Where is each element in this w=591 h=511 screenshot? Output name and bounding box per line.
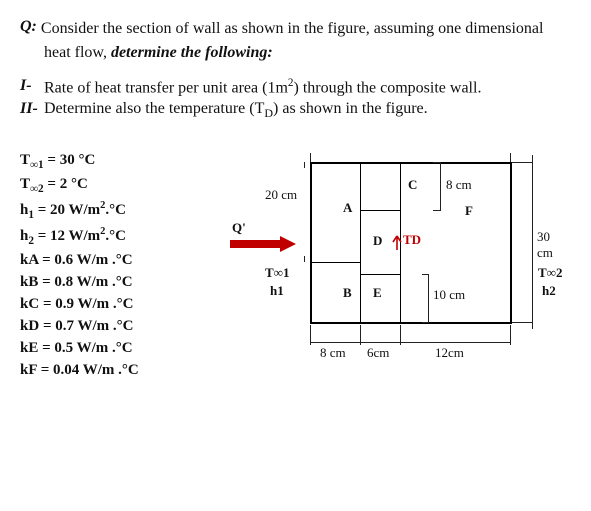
dim-bottom-F: 12cm [435,345,464,361]
outer-left-edge [310,162,312,322]
div-C-D [360,210,400,211]
param-kC: kC = 0.9 W/m .°C [20,296,210,313]
label-F: F [465,203,473,219]
task-1-text: Rate of heat transfer per unit area (1m2… [44,77,481,97]
param-kB: kB = 0.8 W/m .°C [20,274,210,291]
task-1-num: I- [20,77,44,97]
div-A-B [310,262,360,263]
div-A-right [360,162,361,322]
task-1: I- Rate of heat transfer per unit area (… [20,77,571,97]
question-text-2b: determine the following: [111,44,273,61]
arrow-heat-flow [230,236,296,252]
param-kD: kD = 0.7 W/m .°C [20,318,210,335]
outer-bottom-edge [310,322,512,324]
question-label: Q: [20,18,37,36]
label-Tinf1: T∞1 [265,265,289,281]
label-B: B [343,285,352,301]
task-2-num: II- [20,100,44,121]
question-line-2: heat flow, determine the following: [44,42,571,64]
param-Tinf1: T∞1 = 30 °C [20,152,210,171]
label-Qprime: Q' [232,220,246,236]
parameter-list: T∞1 = 30 °C T∞2 = 2 °C h1 = 20 W/m2.°C h… [20,147,210,384]
task-2-text: Determine also the temperature (TD) as s… [44,100,428,121]
outer-right-edge [510,162,512,322]
wall-figure: A B C D E F TD 20 cm Q' T∞1 h1 30 cm [210,147,560,377]
param-Tinf2: T∞2 = 2 °C [20,176,210,195]
question-text-1: Consider the section of wall as shown in… [41,18,544,40]
param-kA: kA = 0.6 W/m .°C [20,252,210,269]
param-kE: kE = 0.5 W/m .°C [20,340,210,357]
label-C: C [408,177,417,193]
question-line-1: Q: Consider the section of wall as shown… [20,18,571,40]
arrow-TD [390,232,404,250]
label-TD: TD [403,232,421,248]
param-h2: h2 = 12 W/m2.°C [20,226,210,247]
param-h1: h1 = 20 W/m2.°C [20,200,210,221]
task-2: II- Determine also the temperature (TD) … [20,100,571,121]
dim-bottom-A: 8 cm [320,345,346,361]
dim-left-20cm: 20 cm [265,187,297,203]
label-A: A [343,200,352,216]
dim-bottom-CDE: 6cm [367,345,389,361]
label-h2: h2 [542,283,556,299]
outer-top-edge [310,162,512,164]
label-h1: h1 [270,283,284,299]
dim-C-8cm: 8 cm [446,177,472,193]
label-D: D [373,233,382,249]
dim-right-30cm: 30 cm [537,229,560,261]
label-E: E [373,285,382,301]
div-D-E [360,274,400,275]
param-kF: kF = 0.04 W/m .°C [20,362,210,379]
dim-E-10cm: 10 cm [433,287,465,303]
label-Tinf2: T∞2 [538,265,562,281]
question-text-2a: heat flow, [44,44,107,61]
